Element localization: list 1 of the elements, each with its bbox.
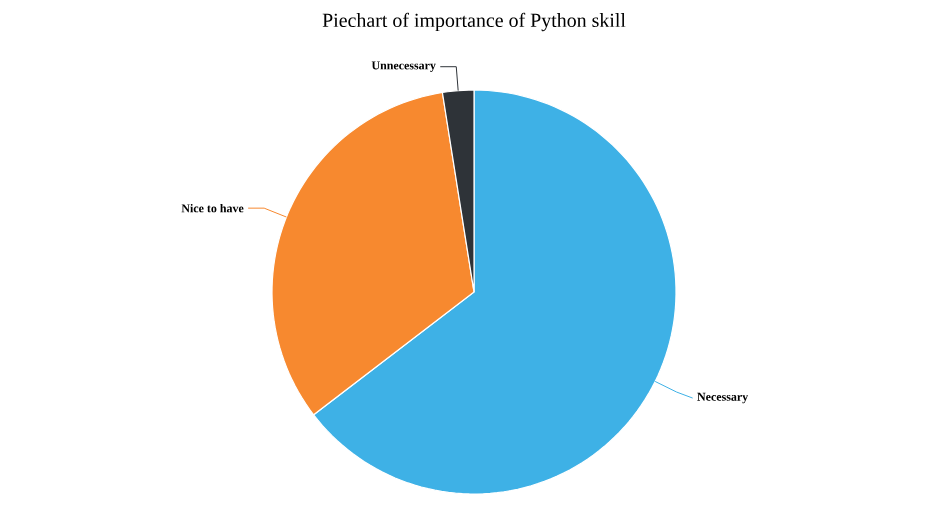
chart-title: Piechart of importance of Python skill [322, 12, 626, 32]
